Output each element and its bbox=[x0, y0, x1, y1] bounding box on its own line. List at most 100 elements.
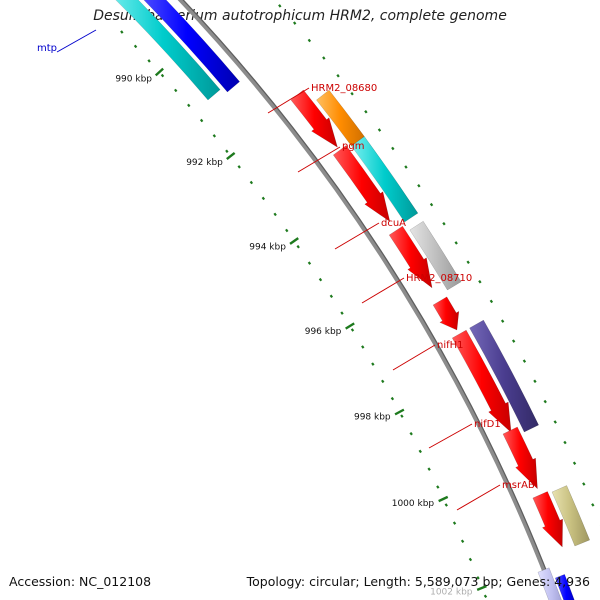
guide-dot bbox=[307, 261, 312, 265]
gene-dcua-arrow bbox=[409, 220, 462, 291]
cds-arrow-4 bbox=[451, 329, 512, 434]
guide-dot bbox=[478, 280, 482, 284]
guide-dot bbox=[350, 328, 355, 332]
cds-arrow-2 bbox=[388, 225, 433, 289]
guide-dot bbox=[120, 30, 124, 34]
cds-arrow-5 bbox=[502, 426, 538, 490]
accession-text: Accession: NC_012108 bbox=[9, 574, 152, 589]
leader-line bbox=[297, 146, 341, 173]
guide-dot bbox=[591, 503, 595, 507]
genome-backbone bbox=[177, 0, 552, 584]
gene-label: dcuA bbox=[381, 218, 406, 229]
backbone-line bbox=[177, 0, 551, 584]
tick-label: 996 kbp bbox=[305, 327, 342, 337]
genome-summary-text: Topology: circular; Length: 5,589,073 bp… bbox=[246, 574, 590, 589]
tick-label: 1000 kbp bbox=[392, 499, 435, 509]
guide-dot bbox=[533, 379, 537, 384]
gene-pgm-arrow bbox=[351, 136, 419, 223]
guide-dot bbox=[452, 521, 457, 525]
guide-dot bbox=[160, 73, 165, 78]
guide-dot bbox=[400, 414, 404, 418]
guide-dot bbox=[444, 503, 448, 507]
tick-label: 998 kbp bbox=[354, 413, 391, 423]
leader-line bbox=[361, 277, 405, 304]
guide-dot bbox=[454, 241, 458, 245]
guide-dot bbox=[249, 180, 254, 185]
cds-arrow-3 bbox=[432, 296, 460, 331]
guide-dot bbox=[133, 44, 138, 49]
guide-dot bbox=[391, 146, 395, 151]
guide-dot bbox=[511, 339, 516, 343]
guide-dot bbox=[361, 345, 365, 349]
cds-arrow-6 bbox=[532, 491, 563, 548]
scale-ticks: 990 kbp 992 kbp 994 kbp 996 kbp 998 kbp 1000 … bbox=[115, 67, 487, 598]
tick-label: 1002 kbp bbox=[430, 588, 473, 598]
guide-dot bbox=[460, 539, 465, 543]
guide-dot bbox=[364, 110, 368, 114]
guide-dot bbox=[225, 149, 229, 154]
guide-dot bbox=[476, 576, 480, 580]
leader-line bbox=[56, 29, 97, 53]
guide-dot bbox=[522, 359, 527, 363]
guide-dot bbox=[307, 38, 312, 43]
tick-mark bbox=[154, 67, 164, 77]
guide-dot bbox=[572, 461, 577, 465]
tick-mark bbox=[476, 585, 487, 591]
tick-mark bbox=[394, 408, 405, 416]
gene-label: HRM2_08680 bbox=[311, 83, 377, 94]
guide-dot bbox=[436, 485, 440, 489]
tick-mark bbox=[438, 495, 449, 503]
guide-dot bbox=[285, 228, 289, 233]
gene-label: HRM2_08710 bbox=[406, 273, 472, 284]
guide-dot bbox=[350, 91, 354, 96]
gene-hrm2-08680-arrow bbox=[316, 89, 365, 147]
guide-dot bbox=[147, 59, 151, 63]
guide-dot bbox=[377, 128, 382, 132]
leader-line bbox=[334, 222, 380, 250]
guide-dot bbox=[466, 260, 470, 265]
gene-label: mtp bbox=[37, 43, 57, 54]
leader-line bbox=[456, 484, 501, 511]
gene-features bbox=[115, 0, 591, 600]
gene-label: nifD1 bbox=[474, 419, 501, 430]
guide-dot bbox=[199, 118, 204, 123]
cds-arrow-1 bbox=[332, 145, 391, 223]
guide-dot bbox=[582, 482, 586, 486]
guide-dot bbox=[553, 420, 557, 424]
guide-dot bbox=[261, 196, 266, 201]
guide-dot bbox=[322, 56, 326, 60]
guide-dot bbox=[371, 362, 375, 366]
guide-dot bbox=[429, 202, 434, 207]
leader-line bbox=[267, 87, 310, 114]
guide-dot bbox=[409, 431, 413, 436]
gene-label: msrAB bbox=[502, 480, 535, 491]
guide-dot bbox=[296, 245, 300, 249]
gene-mtp-arrow bbox=[143, 0, 240, 93]
guide-dot bbox=[489, 299, 494, 304]
tick-label: 994 kbp bbox=[249, 243, 286, 253]
guide-dot bbox=[563, 440, 567, 445]
guide-dot bbox=[390, 396, 395, 401]
gene-faded-blue bbox=[554, 574, 575, 600]
gene-faded-lavender bbox=[537, 567, 562, 600]
tick-mark bbox=[289, 237, 299, 245]
guide-dot bbox=[381, 379, 385, 384]
dotted-guide-rings bbox=[120, 4, 600, 599]
guide-dot bbox=[278, 4, 282, 8]
guide-dot bbox=[500, 319, 505, 323]
guide-dot bbox=[212, 134, 217, 138]
leader-line bbox=[428, 423, 473, 449]
guide-dot bbox=[417, 184, 421, 188]
gene-cyan-partial bbox=[115, 0, 221, 101]
tick-mark bbox=[226, 151, 236, 161]
guide-dot bbox=[273, 212, 277, 217]
tick-label: 990 kbp bbox=[115, 75, 152, 85]
backbone-shadow bbox=[181, 0, 552, 583]
tick-mark bbox=[345, 322, 355, 330]
guide-dot bbox=[336, 74, 340, 78]
gene-label: pgm bbox=[342, 141, 364, 152]
tick-label: 992 kbp bbox=[186, 158, 223, 168]
gene-msrab-arrow bbox=[551, 485, 591, 547]
guide-dot bbox=[404, 165, 408, 169]
